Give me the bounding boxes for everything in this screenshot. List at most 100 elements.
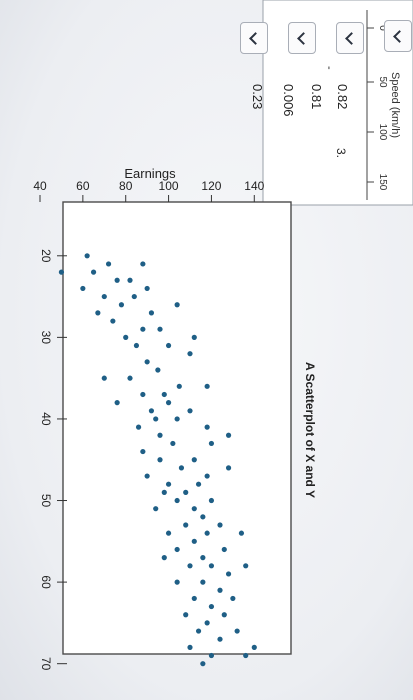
scatter-point-37 [208, 440, 215, 447]
scatter-point-24 [127, 375, 133, 381]
scatter-point-0 [84, 253, 90, 259]
chevron-down-icon [297, 31, 310, 45]
scatter-point-5 [114, 277, 120, 283]
scatter-point-29 [165, 400, 172, 406]
scatter-point-39 [140, 448, 146, 455]
answer-option-2-text: 0.006 [281, 84, 296, 117]
answer-option-0-text: 0.82 [335, 84, 350, 109]
scatter-point-53 [200, 514, 206, 520]
answer-option-2-dropdown[interactable] [288, 22, 316, 54]
answer-option-0-dropdown[interactable] [384, 20, 412, 52]
scatter-point-40 [191, 457, 197, 463]
scatter-point-73 [221, 612, 227, 618]
scatter-point-60 [221, 546, 227, 553]
scatter-point-68 [217, 587, 223, 593]
scatter-point-66 [200, 579, 206, 585]
scatter-point-47 [183, 489, 189, 495]
answer-option-1-text: 0.81 [309, 84, 324, 109]
scatter-point-14 [110, 318, 116, 324]
scatter-point-26 [140, 391, 146, 398]
scatter-point-82 [251, 644, 257, 650]
scatter-point-46 [195, 481, 202, 487]
scatter-point-34 [204, 424, 210, 430]
scatter-point-62 [161, 555, 167, 561]
scatter-point-17 [123, 334, 129, 340]
scatter-point-2 [140, 261, 146, 267]
scatter-point-43 [204, 473, 210, 479]
answer-option-3-text: 0.23 [250, 84, 265, 109]
answer-option-3-dropdown[interactable] [240, 22, 268, 54]
scatter-point-89 [238, 530, 245, 536]
scatter-point-21 [144, 359, 150, 365]
scatter-point-45 [165, 481, 172, 487]
scatter-point-55 [217, 522, 223, 528]
scatter-point-6 [127, 277, 133, 283]
scatter-point-85 [204, 383, 210, 389]
x-tick-label-0: 20 [39, 249, 53, 263]
scatter-point-59 [174, 546, 180, 553]
scatter-point-69 [191, 595, 197, 602]
top-xlabel: Speed (km/h) [389, 72, 401, 138]
scatter-point-35 [135, 424, 142, 430]
scatter-point-33 [174, 416, 180, 422]
scatter-point-87 [191, 334, 197, 340]
top-tick-150: 150 [377, 174, 388, 191]
scatter-point-4 [90, 269, 97, 275]
x-tick-label-5: 70 [39, 657, 53, 671]
scatter-point-3 [58, 269, 65, 275]
top-tick-50: 50 [377, 76, 388, 88]
scatter-point-7 [80, 285, 86, 292]
scatter-point-79 [208, 652, 215, 659]
scatter-point-25 [176, 383, 182, 389]
y-tick-label-2: 80 [119, 179, 133, 193]
scatter-point-77 [217, 636, 223, 642]
answer-option-1-prefix: - [323, 66, 335, 70]
y-tick-label-3: 100 [159, 179, 179, 193]
scatter-point-78 [187, 644, 193, 650]
scatter-point-10 [131, 293, 137, 300]
y-tick-label-5: 140 [244, 179, 264, 193]
plot-frame [62, 201, 292, 655]
scatter-point-13 [95, 310, 101, 316]
y-tick-label-0: 40 [33, 179, 47, 193]
scatter-point-67 [174, 579, 180, 585]
scatter-point-15 [140, 326, 146, 332]
scatter-point-74 [204, 620, 210, 626]
scatter-point-1 [105, 261, 112, 267]
scatter-point-49 [208, 497, 215, 504]
scatter-point-44 [144, 473, 150, 479]
scatter-point-57 [204, 530, 210, 536]
chevron-down-icon [345, 31, 358, 45]
scatter-point-11 [118, 302, 125, 308]
scatter-point-42 [178, 465, 185, 471]
scatter-point-52 [153, 506, 159, 512]
scatter-point-22 [155, 367, 161, 373]
scatter-point-70 [230, 595, 236, 602]
scatter-point-71 [208, 603, 215, 610]
scatter-point-27 [161, 391, 167, 398]
chevron-down-icon [393, 29, 406, 43]
scatter-point-75 [234, 628, 240, 634]
scatter-point-12 [148, 310, 155, 316]
top-tick-0: 0 [377, 25, 388, 31]
scatter-point-63 [208, 563, 215, 569]
x-tick-label-3: 50 [39, 494, 53, 508]
answer-option-1-dropdown[interactable] [336, 22, 364, 54]
scatter-point-20 [187, 351, 193, 357]
x-tick-label-1: 30 [39, 331, 53, 345]
scatter-point-38 [170, 440, 176, 447]
scatter-point-76 [195, 628, 202, 634]
question-number: 3. [334, 148, 348, 158]
y-tick-label-4: 120 [201, 179, 221, 193]
x-tick-label-4: 60 [39, 575, 53, 589]
scatter-point-16 [157, 326, 163, 332]
scatter-point-19 [165, 342, 172, 349]
scatter-point-36 [157, 432, 163, 438]
scatter-point-18 [133, 342, 140, 349]
chevron-down-icon [249, 31, 262, 45]
chart-title: A Scatterplot of X and Y [303, 362, 317, 498]
scatter-point-23 [101, 375, 107, 381]
scatter-point-86 [174, 302, 180, 308]
scatter-point-61 [200, 555, 206, 561]
